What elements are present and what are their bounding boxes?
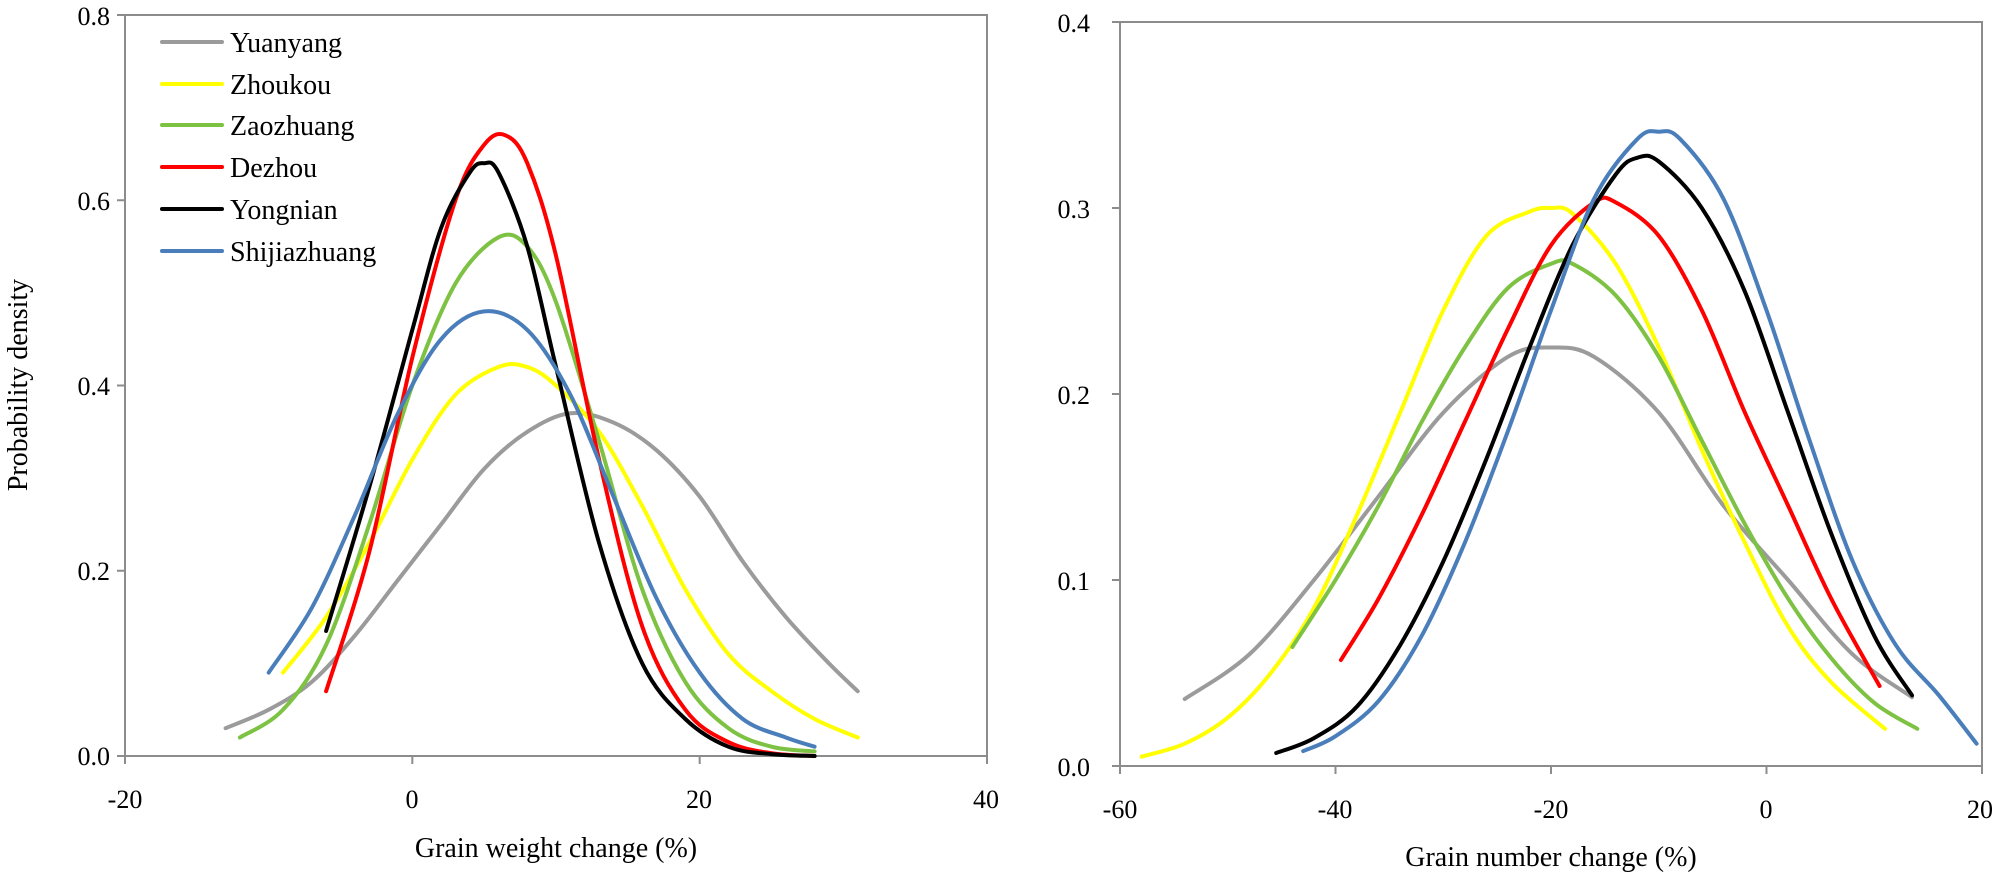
series-line-zhoukou	[1139, 205, 1887, 759]
series-line-yuanyang	[223, 410, 860, 731]
y-tick-label: 0.4	[1058, 9, 1091, 38]
legend-label-shijiazhuang: Shijiazhuang	[230, 237, 376, 268]
series-line-shijiazhuang	[266, 309, 817, 749]
x-tick-label: -20	[1534, 795, 1569, 824]
legend-label-zaozhuang: Zaozhuang	[230, 111, 354, 142]
x-axis-label-right: Grain number change (%)	[1405, 842, 1697, 873]
series-line-shijiazhuang	[1301, 129, 1979, 754]
series-line-zaozhuang	[1290, 258, 1920, 731]
series-line-zaozhuang	[237, 232, 817, 754]
legend-label-yuanyang: Yuanyang	[230, 28, 342, 59]
panel-grain-number: 0.4 0.3 0.2 0.1 0.0 -60 -40 -20 0 20 Gra…	[1058, 9, 1994, 873]
x-tick-labels-left: -20 0 20 40	[108, 785, 999, 814]
x-tick-label: -20	[108, 785, 143, 814]
x-tick-marks-right	[1112, 21, 1983, 774]
y-tick-label: 0.2	[78, 557, 111, 586]
x-tick-label: 20	[1967, 795, 1993, 824]
x-tick-label: -40	[1318, 795, 1353, 824]
y-tick-label: 0.0	[78, 742, 111, 771]
x-tick-label: 0	[406, 785, 419, 814]
x-axis-label-left: Grain weight change (%)	[415, 833, 697, 864]
series-line-dezhou	[1338, 195, 1882, 688]
x-tick-label: 20	[686, 785, 712, 814]
y-tick-label: 0.3	[1058, 195, 1091, 224]
y-tick-label: 0.6	[78, 187, 111, 216]
y-tick-label: 0.1	[1058, 567, 1091, 596]
legend-label-dezhou: Dezhou	[230, 153, 317, 184]
panel-grain-weight: 0.8 0.6 0.4 0.2 0.0 -20 0 20 40 Grain we…	[3, 2, 999, 864]
legend-label-zhoukou: Zhoukou	[230, 70, 331, 101]
y-tick-label: 0.2	[1058, 381, 1091, 410]
y-tick-label: 0.8	[78, 2, 111, 31]
y-tick-labels-right: 0.4 0.3 0.2 0.1 0.0	[1058, 9, 1091, 782]
x-tick-label: 0	[1760, 795, 1773, 824]
legend: Yuanyang Zhoukou Zaozhuang Dezhou Yongni…	[160, 28, 376, 268]
x-tick-marks-left	[117, 14, 988, 764]
series-curves-right	[1139, 129, 1979, 759]
series-line-dezhou	[324, 132, 817, 758]
series-curves-left	[223, 132, 860, 758]
y-tick-label: 0.0	[1058, 753, 1091, 782]
y-tick-labels-left: 0.8 0.6 0.4 0.2 0.0	[78, 2, 111, 771]
x-tick-labels-right: -60 -40 -20 0 20	[1103, 795, 1993, 824]
x-tick-label: 40	[973, 785, 999, 814]
y-axis-label-left: Probability density	[3, 279, 34, 491]
y-tick-label: 0.4	[78, 372, 111, 401]
series-line-yongnian	[324, 160, 817, 758]
series-line-yongnian	[1274, 153, 1914, 755]
x-tick-label: -60	[1103, 795, 1138, 824]
series-line-yuanyang	[1182, 345, 1914, 701]
legend-label-yongnian: Yongnian	[230, 195, 338, 226]
